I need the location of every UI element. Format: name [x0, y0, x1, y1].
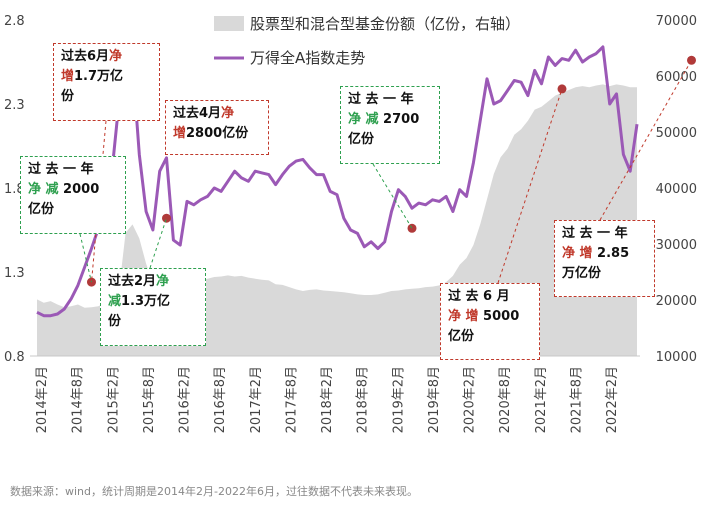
- x-tick-label: 2018年8月: [356, 366, 371, 433]
- right-tick-label: 70000: [656, 14, 697, 29]
- left-tick-label: 2.8: [4, 14, 25, 29]
- annotation-text: 亿份: [28, 202, 55, 217]
- x-tick-label: 2017年8月: [284, 366, 299, 433]
- annotation-text: 过去4月: [173, 106, 222, 121]
- x-tick-label: 2014年8月: [71, 366, 86, 433]
- annotation-connector: [497, 88, 563, 284]
- x-tick-label: 2017年2月: [249, 366, 264, 433]
- legend-label-area: 股票型和混合型基金份额（亿份，右轴）: [250, 15, 520, 33]
- right-tick-label: 40000: [656, 182, 697, 197]
- x-tick-label: 2015年8月: [142, 366, 157, 433]
- annotation-text: 过 去 一 年: [562, 226, 628, 241]
- ann-2020-jul: 过 去 6 月净 增 5000 亿份: [440, 283, 540, 360]
- annotation-text: 增: [173, 126, 187, 141]
- annotation-text: 净 减: [348, 112, 379, 127]
- annotation-text: 2.85: [592, 246, 630, 261]
- left-tick-label: 2.3: [4, 98, 25, 113]
- annotation-connector: [372, 163, 413, 229]
- annotation-text: 增: [61, 69, 75, 84]
- left-tick-label: 1.8: [4, 182, 25, 197]
- annotation-connector: [79, 233, 92, 283]
- ann-2021-dec: 过 去 一 年净 增 2.85 万亿份: [554, 220, 655, 297]
- ann-2016-feb: 过去2月净减1.3万亿份: [100, 268, 206, 346]
- ann-2015-jan: 过 去 一 年净 减 2000 亿份: [20, 156, 126, 234]
- ann-2018-aug: 过 去 一 年净 减 2700 亿份: [340, 86, 440, 164]
- annotation-text: 亿份: [348, 132, 375, 147]
- annotation-text: 过 去 一 年: [348, 92, 414, 107]
- annotation-text: 过 去 一 年: [28, 162, 94, 177]
- annotation-text: 2800亿份: [186, 126, 249, 141]
- right-tick-label: 50000: [656, 126, 697, 141]
- annotation-text: 亿份: [448, 329, 475, 344]
- annotation-text: 万亿份: [562, 266, 602, 281]
- annotation-text: 份: [108, 314, 122, 329]
- annotation-text: 5000: [478, 309, 520, 324]
- left-tick-label: 0.8: [4, 350, 25, 365]
- right-tick-label: 20000: [656, 294, 697, 309]
- annotation-text: 1.3万亿: [121, 294, 171, 309]
- right-tick-label: 60000: [656, 70, 697, 85]
- x-tick-label: 2019年2月: [391, 366, 406, 433]
- x-tick-label: 2019年8月: [427, 366, 442, 433]
- annotation-text: 1.7万亿: [74, 69, 124, 84]
- x-tick-label: 2022年2月: [605, 366, 620, 433]
- index-line: [36, 43, 639, 318]
- legend-swatch-area: [214, 16, 244, 31]
- annotation-connector: [599, 60, 692, 221]
- ann-2015-jun: 过去6月净增1.7万亿份: [53, 43, 160, 121]
- x-tick-label: 2021年8月: [569, 366, 584, 433]
- annotation-text: 净 减: [28, 182, 59, 197]
- x-tick-label: 2020年8月: [498, 366, 513, 433]
- x-tick-label: 2015年2月: [106, 366, 121, 433]
- x-tick-label: 2014年2月: [35, 366, 50, 433]
- annotation-text: 净: [221, 106, 235, 121]
- right-tick-label: 30000: [656, 238, 697, 253]
- annotation-text: 过去6月: [61, 49, 110, 64]
- event-marker-6: [687, 55, 696, 65]
- event-marker-2: [162, 213, 171, 223]
- source-note: 数据来源：wind，统计周期是2014年2月-2022年6月，过往数据不代表未来…: [10, 485, 418, 498]
- annotation-text: 净 增: [562, 246, 593, 261]
- x-tick-label: 2021年2月: [534, 366, 549, 433]
- event-marker-4: [407, 223, 417, 233]
- annotation-text: 减: [108, 294, 122, 309]
- annotation-text: 2700: [378, 112, 420, 127]
- annotation-text: 过 去 6 月: [448, 289, 510, 304]
- left-tick-label: 1.3: [4, 266, 25, 281]
- annotation-text: 净: [109, 49, 123, 64]
- ann-2016-apr: 过去4月净增2800亿份: [165, 100, 269, 155]
- annotation-text: 过去2月: [108, 274, 157, 289]
- x-tick-label: 2020年2月: [463, 366, 478, 433]
- x-tick-label: 2016年2月: [178, 366, 193, 433]
- legend-label-line: 万得全A指数走势: [250, 49, 365, 67]
- annotation-text: 份: [61, 89, 75, 104]
- x-tick-label: 2016年8月: [213, 366, 228, 433]
- annotation-text: 2000: [58, 182, 100, 197]
- right-tick-label: 10000: [656, 350, 697, 365]
- annotation-text: 净: [156, 274, 170, 289]
- annotation-connector: [149, 218, 167, 269]
- x-tick-label: 2018年2月: [320, 366, 335, 433]
- annotation-text: 净 增: [448, 309, 479, 324]
